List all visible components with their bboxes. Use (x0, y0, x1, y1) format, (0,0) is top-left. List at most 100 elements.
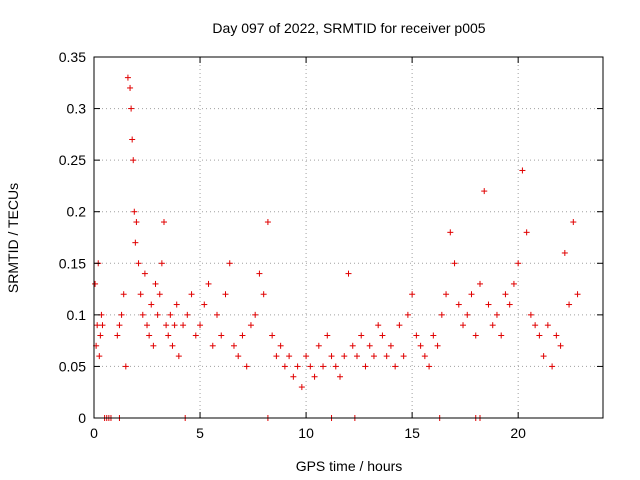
data-point (247, 322, 254, 329)
data-point (167, 311, 174, 318)
data-point (413, 332, 420, 339)
y-tick-label: 0.2 (67, 204, 87, 220)
data-point (549, 363, 556, 370)
data-point (94, 322, 101, 329)
data-point (540, 353, 547, 360)
data-point (434, 342, 441, 349)
data-point (171, 322, 178, 329)
data-point (438, 311, 445, 318)
data-point (118, 311, 125, 318)
data-point (205, 280, 212, 287)
data-point (481, 188, 488, 195)
data-point (464, 311, 471, 318)
data-point (341, 353, 348, 360)
data-point (127, 84, 134, 91)
data-point (532, 322, 539, 329)
grid-lines (94, 57, 603, 418)
data-point (139, 311, 146, 318)
data-point (214, 311, 221, 318)
data-point (131, 208, 138, 215)
data-point (383, 353, 390, 360)
data-point (392, 363, 399, 370)
data-point (544, 322, 551, 329)
data-point (97, 332, 104, 339)
data-point (553, 332, 560, 339)
data-point (527, 311, 534, 318)
y-tick-label: 0 (78, 410, 86, 426)
data-point (180, 322, 187, 329)
data-point (472, 332, 479, 339)
data-point (144, 322, 151, 329)
data-point (120, 291, 127, 298)
data-point (337, 373, 344, 380)
data-point (409, 291, 416, 298)
data-point (430, 332, 437, 339)
data-point (485, 301, 492, 308)
data-point (362, 363, 369, 370)
x-axis-label: GPS time / hours (296, 458, 403, 474)
data-point (230, 342, 237, 349)
y-tick-label: 0.15 (59, 255, 86, 271)
data-point (152, 280, 159, 287)
data-point (510, 280, 517, 287)
data-point (315, 342, 322, 349)
data-point (502, 291, 509, 298)
data-point (197, 322, 204, 329)
data-point (307, 363, 314, 370)
data-point (332, 363, 339, 370)
y-axis-ticks: 0 0.05 0.1 0.15 0.2 0.25 0.3 0.35 (59, 49, 603, 426)
data-point (298, 384, 305, 391)
data-point (303, 353, 310, 360)
data-point (137, 291, 144, 298)
data-point (468, 291, 475, 298)
data-point (366, 342, 373, 349)
data-point (239, 332, 246, 339)
data-point (201, 301, 208, 308)
y-axis-label: SRMTID / TECUs (5, 183, 21, 293)
data-point (379, 332, 386, 339)
data-point (129, 136, 136, 143)
data-point (400, 353, 407, 360)
x-tick-label: 5 (196, 425, 204, 441)
chart-title: Day 097 of 2022, SRMTID for receiver p00… (212, 20, 485, 36)
data-point (515, 260, 522, 267)
data-point (443, 291, 450, 298)
data-point (130, 157, 137, 164)
data-point (124, 74, 131, 81)
data-point (114, 332, 121, 339)
data-point (353, 353, 360, 360)
data-point (421, 353, 428, 360)
data-point (141, 270, 148, 277)
x-tick-label: 10 (298, 425, 314, 441)
data-point (358, 332, 365, 339)
data-point (498, 332, 505, 339)
data-point (447, 229, 454, 236)
data-point (252, 311, 259, 318)
data-point (116, 322, 123, 329)
x-tick-label: 0 (90, 425, 98, 441)
data-point (264, 219, 271, 226)
data-point (557, 342, 564, 349)
data-point (256, 270, 263, 277)
data-point (489, 322, 496, 329)
data-point (92, 280, 99, 287)
y-tick-label: 0.05 (59, 358, 86, 374)
data-point (536, 332, 543, 339)
data-point (218, 332, 225, 339)
data-point (163, 322, 170, 329)
x-tick-label: 20 (510, 425, 526, 441)
data-point (375, 322, 382, 329)
data-point (175, 353, 182, 360)
x-tick-label: 15 (404, 425, 420, 441)
data-point (566, 301, 573, 308)
data-point (417, 342, 424, 349)
data-point (324, 332, 331, 339)
data-point (328, 353, 335, 360)
data-point (286, 353, 293, 360)
data-point (160, 219, 167, 226)
data-point (476, 280, 483, 287)
plot-area (94, 57, 603, 418)
data-point (269, 332, 276, 339)
data-point (506, 301, 513, 308)
